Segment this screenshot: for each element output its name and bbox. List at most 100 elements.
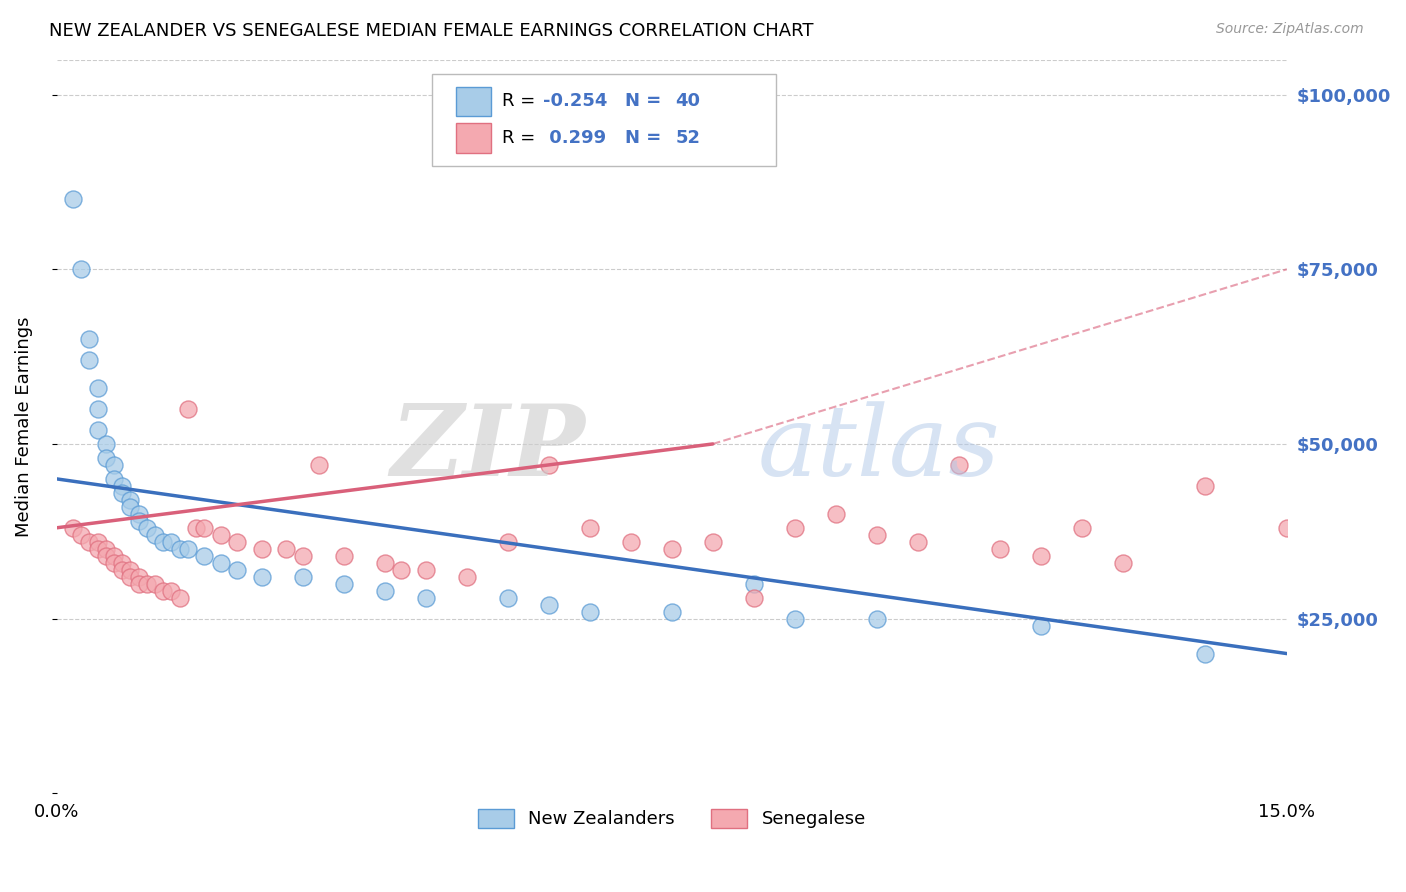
Point	[128, 514, 150, 528]
Point	[193, 549, 215, 563]
Point	[742, 591, 765, 605]
Text: N =: N =	[626, 93, 668, 111]
Point	[1194, 479, 1216, 493]
Point	[128, 507, 150, 521]
Point	[160, 534, 183, 549]
Point	[742, 576, 765, 591]
Point	[291, 549, 314, 563]
Point	[103, 549, 125, 563]
Point	[1194, 647, 1216, 661]
Point	[702, 534, 724, 549]
Point	[415, 591, 437, 605]
Point	[193, 521, 215, 535]
Text: -0.254: -0.254	[543, 93, 607, 111]
Point	[160, 583, 183, 598]
Point	[177, 402, 200, 417]
Point	[103, 472, 125, 486]
Point	[866, 612, 889, 626]
Point	[332, 576, 354, 591]
Point	[169, 591, 191, 605]
Point	[661, 541, 683, 556]
Point	[184, 521, 207, 535]
Point	[143, 576, 166, 591]
Text: N =: N =	[626, 129, 668, 147]
Point	[143, 528, 166, 542]
Point	[783, 612, 806, 626]
Point	[250, 570, 273, 584]
Point	[86, 402, 108, 417]
Legend: New Zealanders, Senegalese: New Zealanders, Senegalese	[471, 802, 873, 836]
Point	[291, 570, 314, 584]
Text: 52: 52	[675, 129, 700, 147]
Point	[128, 570, 150, 584]
Point	[86, 541, 108, 556]
Point	[111, 556, 134, 570]
Point	[209, 528, 232, 542]
Point	[62, 192, 84, 206]
Point	[1029, 549, 1052, 563]
Point	[177, 541, 200, 556]
Point	[135, 521, 157, 535]
Point	[250, 541, 273, 556]
Point	[62, 521, 84, 535]
Point	[389, 563, 412, 577]
Point	[70, 262, 93, 277]
Point	[374, 583, 396, 598]
Point	[86, 381, 108, 395]
Point	[988, 541, 1011, 556]
Point	[209, 556, 232, 570]
Text: 40: 40	[675, 93, 700, 111]
Point	[1029, 618, 1052, 632]
Point	[79, 332, 101, 346]
Point	[70, 528, 93, 542]
Point	[94, 541, 117, 556]
Point	[907, 534, 929, 549]
Text: atlas: atlas	[758, 401, 1001, 496]
FancyBboxPatch shape	[457, 123, 491, 153]
Point	[824, 507, 846, 521]
Point	[374, 556, 396, 570]
Point	[496, 591, 519, 605]
Point	[103, 458, 125, 472]
Point	[86, 534, 108, 549]
Point	[276, 541, 298, 556]
Text: 0.299: 0.299	[543, 129, 606, 147]
Point	[135, 576, 157, 591]
Point	[496, 534, 519, 549]
Point	[94, 549, 117, 563]
Point	[111, 563, 134, 577]
Point	[152, 583, 174, 598]
Point	[1070, 521, 1092, 535]
Point	[94, 437, 117, 451]
Point	[120, 492, 142, 507]
Text: R =: R =	[502, 93, 541, 111]
FancyBboxPatch shape	[432, 74, 776, 166]
Point	[128, 576, 150, 591]
Point	[537, 598, 560, 612]
Point	[661, 605, 683, 619]
Point	[111, 486, 134, 500]
Point	[79, 534, 101, 549]
Point	[783, 521, 806, 535]
Point	[620, 534, 643, 549]
Y-axis label: Median Female Earnings: Median Female Earnings	[15, 317, 32, 537]
Point	[111, 479, 134, 493]
Point	[456, 570, 478, 584]
Point	[1112, 556, 1135, 570]
Point	[1275, 521, 1298, 535]
Point	[86, 423, 108, 437]
Point	[120, 563, 142, 577]
Point	[94, 450, 117, 465]
Point	[308, 458, 330, 472]
Point	[948, 458, 970, 472]
Point	[415, 563, 437, 577]
Text: Source: ZipAtlas.com: Source: ZipAtlas.com	[1216, 22, 1364, 37]
Point	[226, 563, 249, 577]
Point	[120, 500, 142, 514]
Point	[332, 549, 354, 563]
Text: NEW ZEALANDER VS SENEGALESE MEDIAN FEMALE EARNINGS CORRELATION CHART: NEW ZEALANDER VS SENEGALESE MEDIAN FEMAL…	[49, 22, 814, 40]
Point	[120, 570, 142, 584]
Text: R =: R =	[502, 129, 541, 147]
Point	[866, 528, 889, 542]
Point	[79, 353, 101, 368]
